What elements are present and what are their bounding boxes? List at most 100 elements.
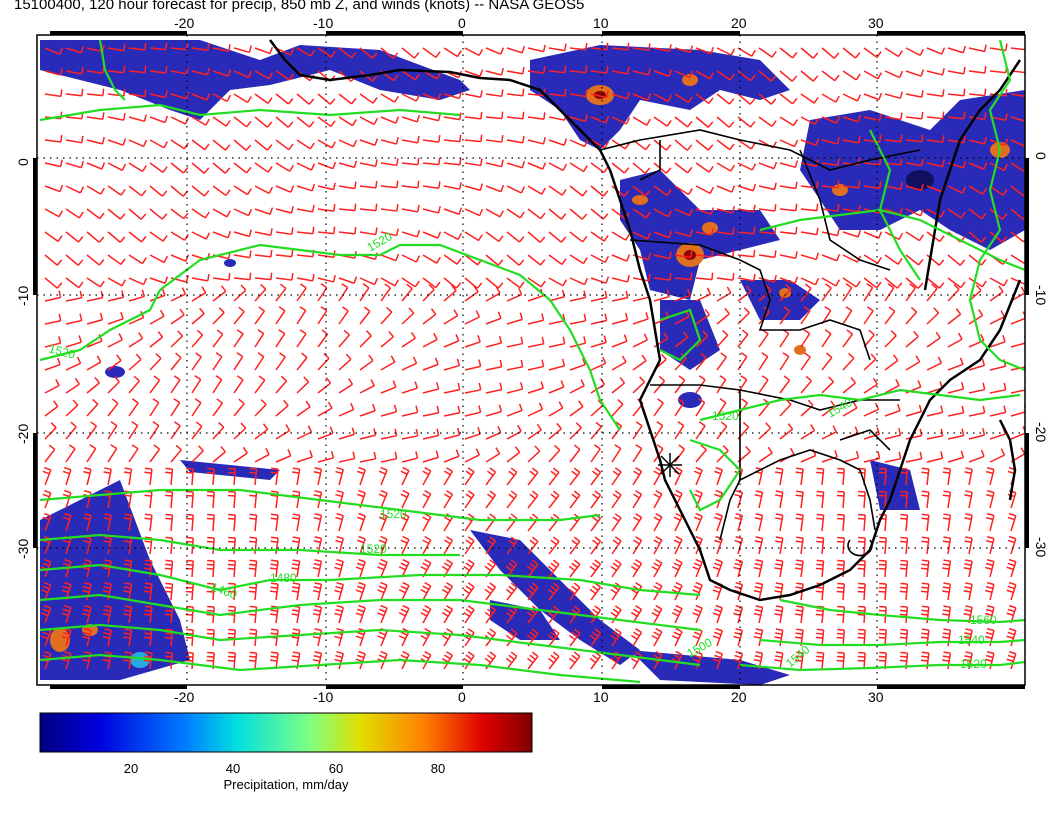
contour-label: 1480 (270, 571, 297, 585)
wind-barb-feather (658, 375, 666, 382)
wind-barb-feather (247, 70, 253, 78)
wind-barb (149, 469, 153, 486)
wind-barb-feather (982, 405, 986, 413)
wind-barb-feather (552, 582, 560, 589)
wind-barb-feather (765, 422, 772, 429)
wind-barb-feather (775, 632, 783, 635)
wind-barb (569, 471, 581, 486)
wind-barb (338, 492, 344, 509)
wind-barb-feather (1007, 539, 1015, 544)
wind-barb (779, 492, 784, 509)
wind-barb (128, 607, 133, 624)
wind-barb-feather (165, 582, 173, 585)
wind-barb (569, 296, 586, 302)
wind-barb-feather (943, 490, 951, 493)
wind-barb-feather (774, 204, 777, 212)
wind-barb (65, 185, 81, 194)
border (859, 469, 876, 531)
wind-barb-feather (955, 308, 962, 315)
wind-barb-feather (824, 329, 832, 335)
wind-barb (317, 231, 334, 235)
wind-barb (1010, 630, 1017, 647)
contour-line (39, 488, 601, 522)
wind-barb (170, 335, 184, 348)
wind-barb-feather (378, 608, 386, 613)
wind-barb-feather (714, 493, 722, 498)
wind-barb (422, 470, 432, 486)
wind-barb-feather (675, 604, 683, 610)
wind-barb-feather (519, 281, 525, 289)
wind-barb-feather (100, 187, 105, 195)
wind-barb (947, 277, 962, 289)
wind-barb-feather (186, 467, 194, 470)
wind-barb-feather (711, 249, 714, 257)
wind-barb (863, 537, 866, 555)
wind-barb-feather (354, 226, 357, 234)
wind-barb-feather (653, 608, 661, 614)
wind-barb-feather (358, 558, 366, 563)
wind-barb-feather (552, 628, 560, 635)
wind-barb-feather (730, 164, 735, 172)
wind-barb-feather (410, 331, 416, 339)
wind-barb-feather (610, 657, 617, 664)
wind-barb (506, 185, 522, 194)
wind-barb-feather (140, 213, 147, 220)
wind-barb (548, 162, 564, 172)
wind-barb (695, 139, 709, 151)
wind-barb (380, 311, 393, 325)
wind-barb-feather (98, 259, 105, 266)
wind-barb (422, 208, 439, 214)
wind-barb-feather (329, 426, 334, 434)
wind-barb (128, 630, 133, 647)
wind-barb-feather (64, 650, 72, 655)
wind-barb (653, 295, 670, 302)
wind-barb (716, 630, 723, 647)
wind-barb-feather (227, 494, 236, 497)
wind-barb-feather (249, 471, 257, 474)
wind-barb-feather (573, 490, 581, 496)
wind-barb (653, 425, 664, 440)
wind-barb-feather (837, 490, 845, 493)
wind-barb-feather (720, 352, 727, 358)
wind-barb-feather (123, 494, 131, 497)
wind-barb-feather (402, 581, 410, 587)
wind-barb (317, 382, 332, 394)
wind-barb-feather (877, 256, 882, 264)
wind-barb (44, 607, 52, 624)
contour-line (39, 243, 621, 431)
wind-barb (863, 310, 874, 325)
wind-barb-feather (417, 157, 420, 165)
contour-line (659, 308, 702, 362)
wind-barb (632, 448, 643, 463)
wind-barb (1010, 208, 1024, 220)
wind-barb-feather (81, 88, 84, 96)
wind-barb (443, 314, 459, 325)
wind-barb-feather (531, 490, 539, 497)
wind-barb (128, 139, 144, 148)
wind-barb-feather (921, 490, 929, 493)
wind-barb-feather (592, 608, 599, 614)
wind-barb (86, 116, 103, 120)
wind-barb-feather (103, 563, 111, 566)
wind-barb-feather (334, 589, 342, 594)
wind-barb (905, 311, 918, 325)
wind-barb-feather (836, 613, 844, 616)
wind-barb (359, 335, 372, 348)
wind-barb-feather (62, 562, 70, 567)
wind-barb-feather (195, 421, 203, 427)
wind-barb (401, 93, 417, 102)
wind-barb (485, 277, 499, 289)
wind-barb-feather (249, 632, 257, 635)
wind-barb (44, 254, 58, 266)
wind-barb-feather (519, 312, 524, 320)
wind-barb-feather (68, 444, 76, 450)
wind-barb-feather (675, 466, 683, 472)
wind-barb-feather (550, 562, 557, 569)
wind-barb (926, 93, 943, 98)
wind-barb (947, 388, 964, 394)
wind-barb-feather (72, 399, 79, 406)
wind-barb-feather (879, 628, 887, 631)
wind-barb (128, 208, 142, 220)
wind-barb (296, 310, 307, 325)
precip-core (779, 288, 791, 298)
